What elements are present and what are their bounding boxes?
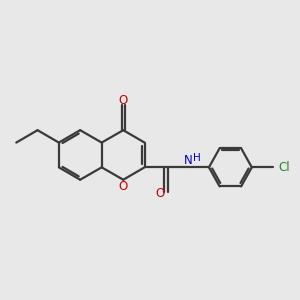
Text: O: O xyxy=(155,187,164,200)
Text: H: H xyxy=(193,153,201,163)
Text: O: O xyxy=(118,180,128,193)
Text: O: O xyxy=(118,94,128,107)
Text: N: N xyxy=(184,154,192,167)
Text: Cl: Cl xyxy=(279,161,290,174)
